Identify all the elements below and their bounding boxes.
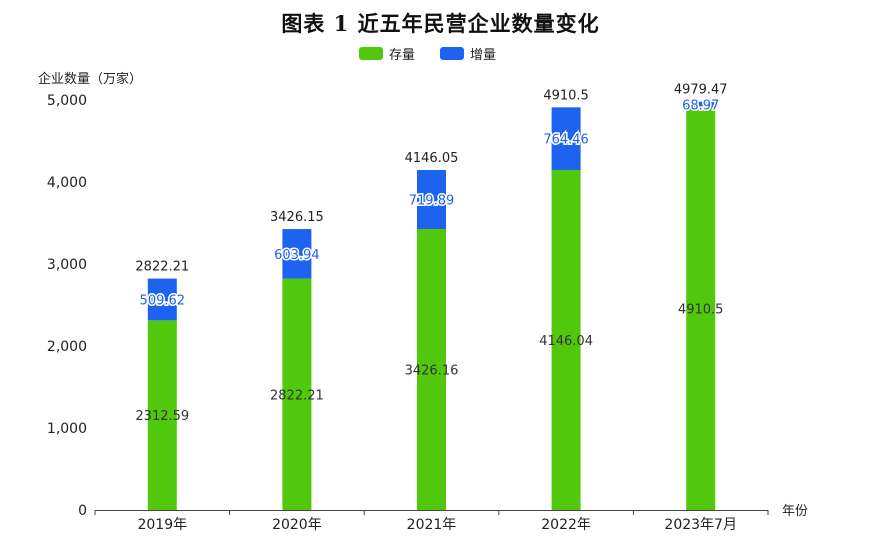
y-axis-label: 企业数量（万家） (38, 71, 142, 87)
x-axis-label: 年份 (782, 504, 808, 519)
stock-value-label: 4910.5 (678, 303, 724, 318)
total-value-label: 3426.15 (270, 210, 324, 225)
total-value-label: 2822.21 (135, 260, 189, 275)
increment-value-label: 509.62 (140, 293, 186, 308)
bar-increment[interactable] (551, 107, 581, 171)
y-tick-label: 2,000 (47, 339, 87, 355)
bar-stock[interactable] (147, 320, 177, 510)
y-tick-label: 4,000 (47, 175, 87, 191)
total-value-label: 4979.47 (674, 83, 728, 98)
y-tick-label: 1,000 (47, 421, 87, 437)
bar-increment[interactable] (147, 278, 177, 321)
bar-stock[interactable] (417, 229, 446, 511)
chart-legend[interactable]: 存量 增量 (359, 47, 496, 63)
y-tick-label: 5,000 (47, 93, 87, 109)
bar-stock[interactable] (551, 170, 581, 510)
x-tick-label: 2022年 (541, 517, 591, 533)
x-axis: 2019年 2020年 2021年 2022年 2023年7月 (94, 510, 769, 533)
chart-title: 图表 1 近五年民营企业数量变化 (281, 11, 600, 36)
legend-swatch-stock[interactable] (359, 47, 383, 60)
total-value-label: 4910.5 (543, 88, 589, 103)
bar-increment[interactable] (686, 101, 716, 108)
bars (147, 101, 716, 511)
increment-value-label: 719.89 (409, 194, 455, 209)
bar-increment[interactable] (282, 229, 312, 279)
data-labels: 2312.59 509.62 2822.21 2822.21 603.94 3426.15… (135, 83, 727, 425)
x-tick-label: 2019年 (137, 517, 187, 533)
total-value-label: 4146.05 (405, 151, 459, 166)
legend-label-stock[interactable]: 存量 (389, 48, 415, 63)
stock-value-label: 2822.21 (270, 388, 324, 403)
increment-value-label: 764.46 (543, 133, 589, 148)
bar-increment[interactable] (417, 170, 446, 230)
increment-value-label: 68.97 (682, 99, 719, 114)
x-tick-label: 2020年 (272, 517, 322, 533)
x-tick-label: 2023年7月 (664, 517, 737, 533)
y-tick-label: 3,000 (47, 257, 87, 273)
legend-swatch-increment[interactable] (440, 47, 464, 60)
bar-stock[interactable] (282, 278, 312, 510)
stock-value-label: 2312.59 (135, 409, 189, 424)
y-tick-label: 0 (78, 503, 87, 519)
increment-value-label: 603.94 (274, 248, 320, 263)
bar-stock[interactable] (686, 107, 716, 511)
stock-value-label: 3426.16 (405, 364, 459, 379)
y-axis-ticks: 0 1,000 2,000 3,000 4,000 5,000 (47, 93, 87, 519)
x-tick-label: 2021年 (407, 517, 457, 533)
legend-label-increment[interactable]: 增量 (470, 48, 496, 63)
stock-value-label: 4146.04 (539, 334, 593, 349)
